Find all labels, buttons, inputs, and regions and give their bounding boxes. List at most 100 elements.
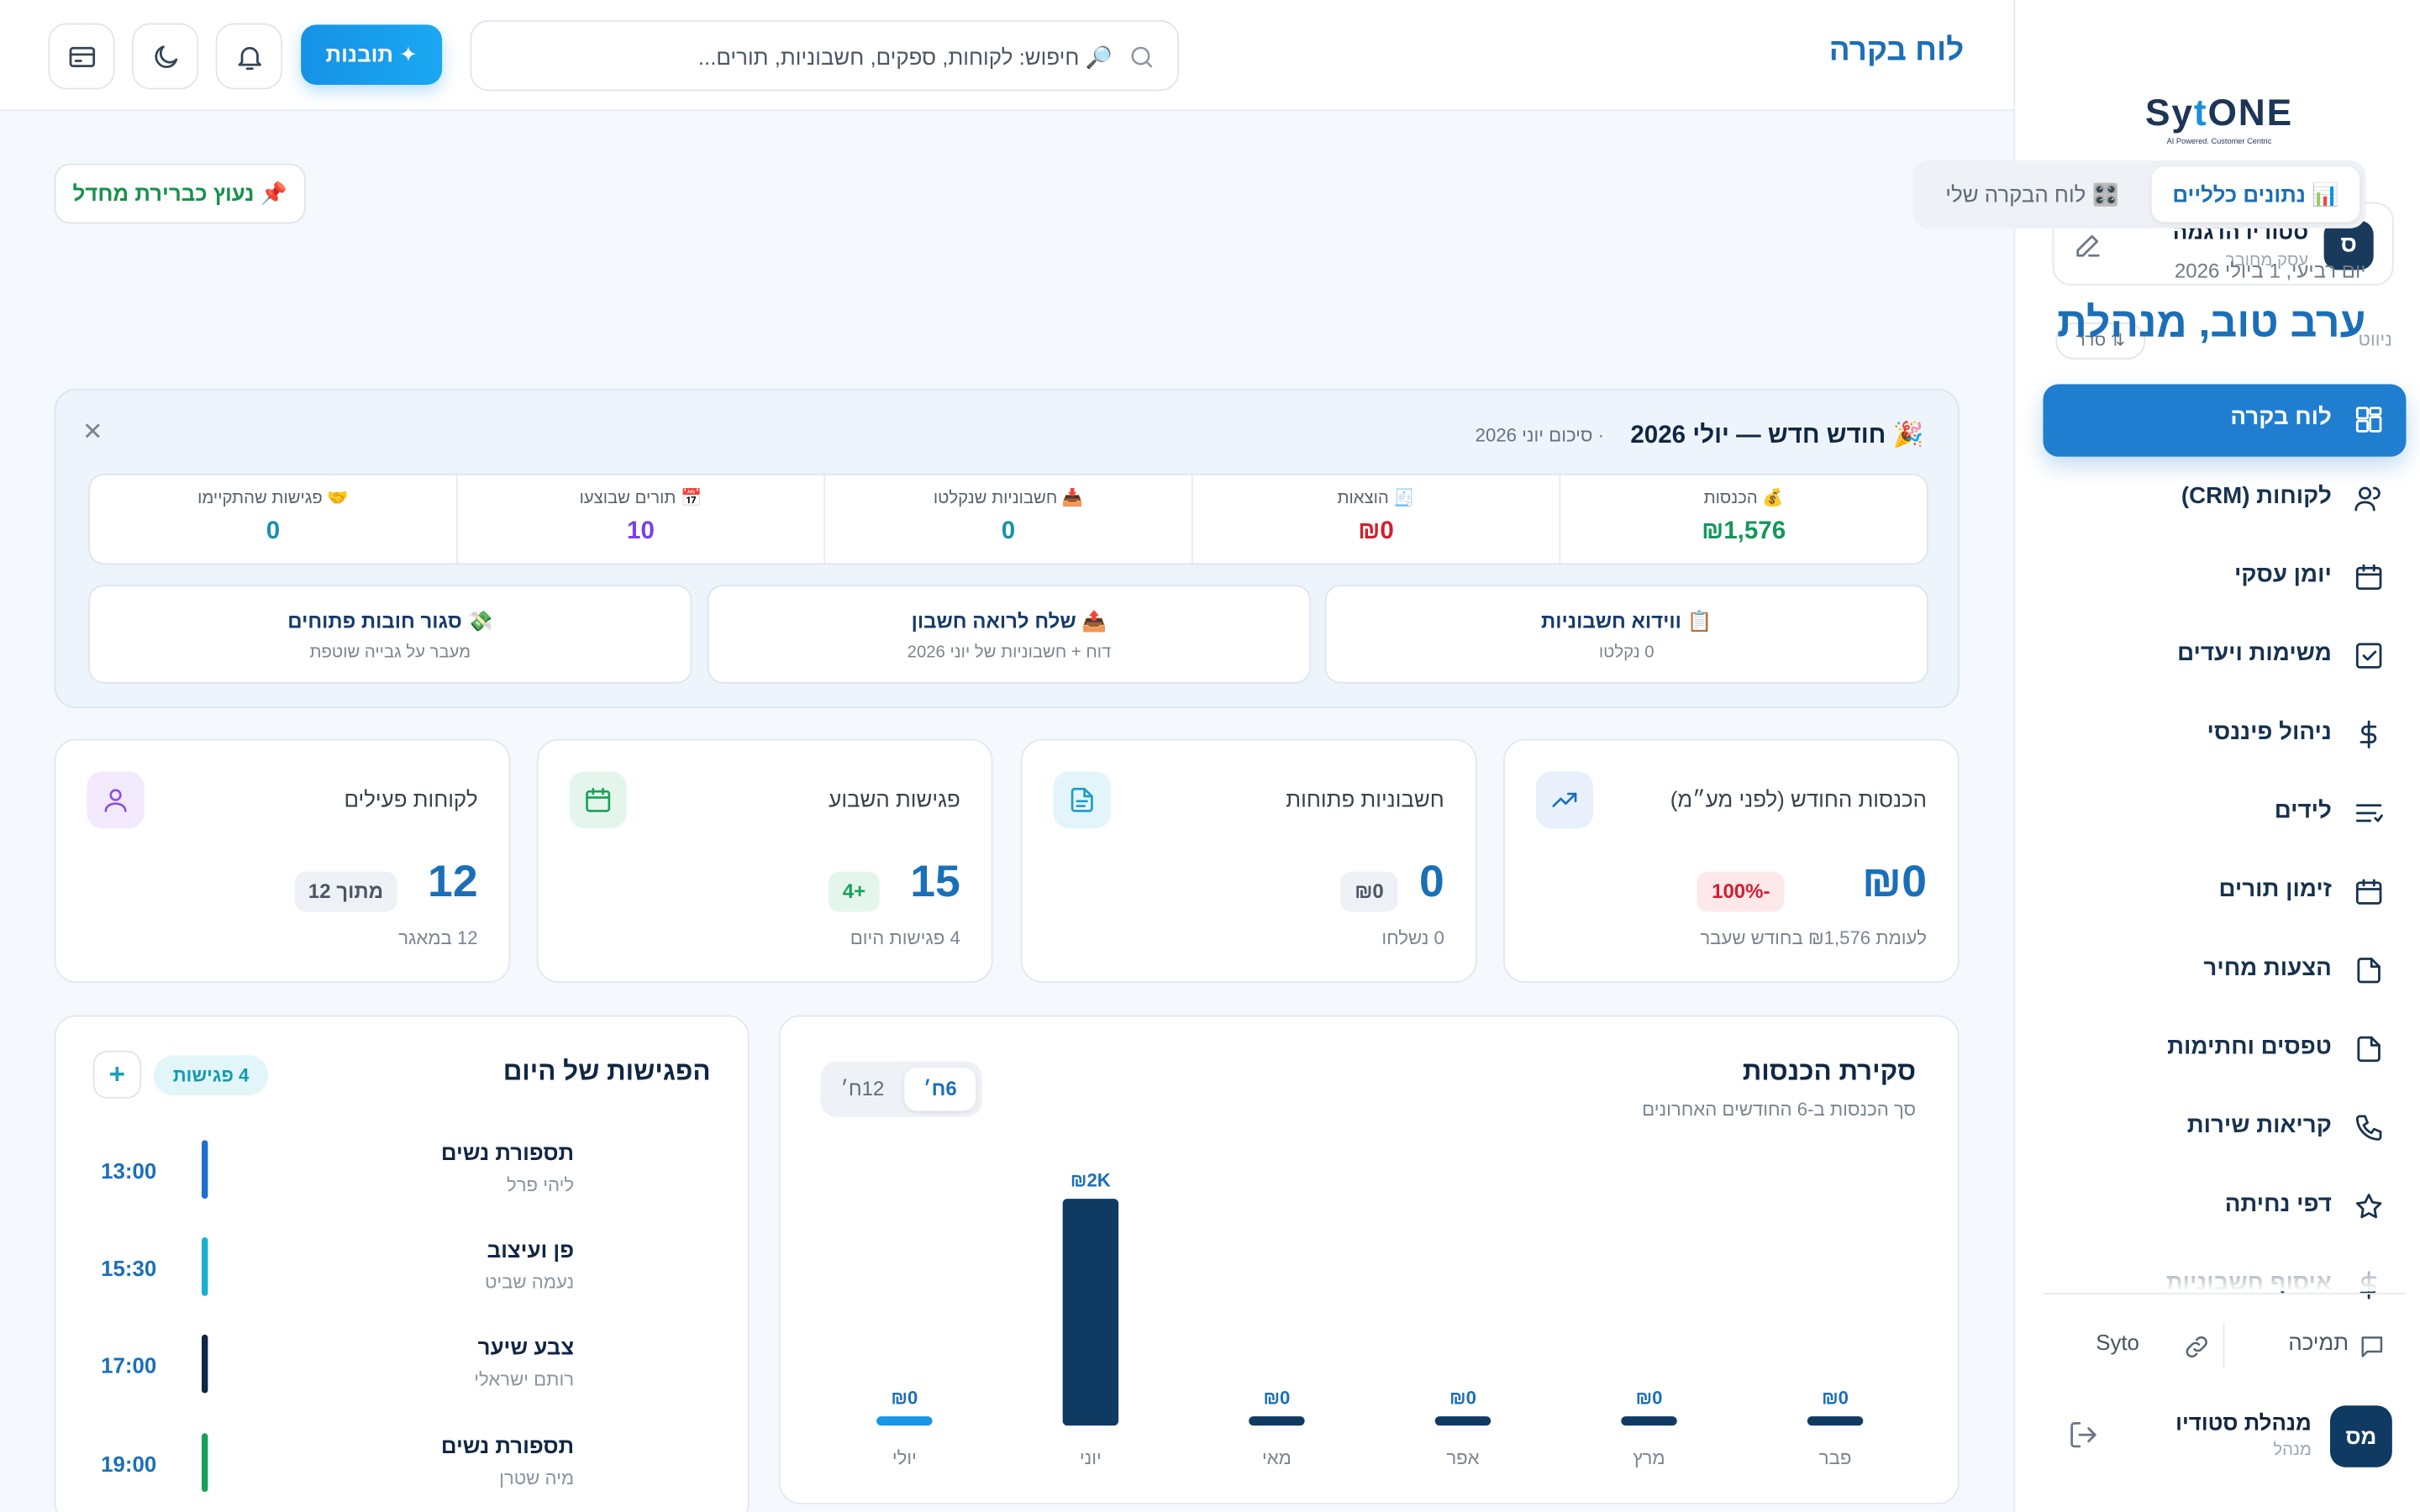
summary-subtitle: · סיכום יוני 2026: [1475, 424, 1604, 446]
chart-tick-label: מרץ: [1633, 1447, 1665, 1468]
moon-icon: [155, 45, 178, 68]
kpi-card-open-invoices[interactable]: חשבוניות פתוחות 0 ₪0 0 נשלחו: [1020, 738, 1477, 983]
logo-text-a: Sy: [2144, 92, 2194, 134]
kpi-value: 0: [1419, 858, 1444, 907]
kpi-icon-box: [1535, 771, 1594, 829]
current-date: יום רביעי, 1 ביולי 2026: [2174, 259, 2366, 283]
meeting-client: ליהי פרל: [506, 1173, 575, 1196]
close-debts-button[interactable]: 💸 סגור חובות פתוחים מעבר על גבייה שוטפת: [88, 585, 692, 684]
sidebar-item-forms[interactable]: טפסים וחתימות: [2043, 1014, 2406, 1086]
logout-icon[interactable]: [2068, 1420, 2099, 1451]
sidebar-item-label: טפסים וחתימות: [2167, 1033, 2332, 1060]
meeting-time: 13:00: [101, 1158, 157, 1184]
kpi-badge: ₪0: [1340, 871, 1398, 912]
period-toggle: 6ח׳ 12ח׳: [820, 1061, 982, 1117]
chat-icon[interactable]: [2358, 1333, 2386, 1361]
chart-tick-label: יולי: [892, 1447, 917, 1468]
kpi-footnote: 4 פגישות היום: [850, 927, 960, 949]
meeting-color-bar: [202, 1334, 208, 1394]
chart-tick-label: מאי: [1262, 1447, 1292, 1468]
edit-icon[interactable]: [2073, 230, 2104, 261]
chart-bar[interactable]: [1807, 1416, 1864, 1426]
kpi-footnote: 0 נשלחו: [1381, 927, 1444, 949]
avatar[interactable]: מס: [2329, 1405, 2392, 1467]
summary-title: 🎉 חודש חדש — יולי 2026: [1630, 423, 1924, 449]
billing-button[interactable]: [48, 23, 115, 90]
tab-overview[interactable]: 📊 נתונים כלליים: [2151, 166, 2360, 223]
dark-mode-button[interactable]: [131, 23, 199, 90]
meeting-item[interactable]: 17:00 צבע שיער רותם ישראלי: [90, 1331, 710, 1409]
logo: SytONE AI Powered. Customer Centric: [2015, 92, 2420, 146]
search-input[interactable]: [523, 37, 1113, 77]
meeting-service: צבע שיער: [477, 1334, 575, 1360]
chart-bar[interactable]: [1434, 1416, 1491, 1426]
meeting-item[interactable]: 15:30 פן ועיצוב נעמה שביט: [90, 1234, 710, 1311]
kpi-card-weekly-meetings[interactable]: פגישות השבוע 15 +4 4 פגישות היום: [536, 738, 993, 983]
toggle-6-months[interactable]: 6ח׳: [904, 1067, 976, 1111]
kpi-card-active-clients[interactable]: לקוחות פעילים 12 מתוך 12 12 במאגר: [54, 738, 511, 983]
sidebar-item-appointments[interactable]: זימון תורים: [2043, 856, 2406, 928]
kpi-icon-box: [569, 771, 627, 829]
syto-link[interactable]: Syto: [2096, 1330, 2139, 1355]
sidebar-item-label: קריאות שירות: [2186, 1112, 2332, 1139]
chart-data-label: ₪2K: [1071, 1169, 1111, 1190]
divider: [2043, 1293, 2407, 1294]
user-name: מנהלת סטודיו: [2175, 1410, 2312, 1436]
pin-default-button[interactable]: 📌 נעוץ כברירת מחדל: [54, 163, 306, 224]
kpi-title: פגישות השבוע: [829, 786, 960, 812]
sidebar-item-tasks[interactable]: משימות ויעדים: [2043, 620, 2406, 692]
summary-stat: 📅 תורים שבוצעו 10: [455, 475, 824, 564]
stat-label: 📥 חשבוניות שנקלטו: [933, 489, 1084, 508]
meeting-item[interactable]: 13:00 תספורת נשים ליהי פרל: [90, 1137, 710, 1215]
send-accountant-button[interactable]: 📤 שלח לרואה חשבון דוח + חשבוניות של יוני…: [707, 585, 1312, 684]
todays-meetings-card: הפגישות של היום 4 פגישות + 13:00 תספורת …: [54, 1015, 750, 1512]
meeting-service: תספורת נשים: [440, 1433, 575, 1458]
sidebar-item-service-calls[interactable]: קריאות שירות: [2043, 1092, 2406, 1164]
kpi-card-revenue[interactable]: הכנסות החודש (לפני מע״מ) ₪0 -100% לעומת …: [1502, 738, 1960, 983]
chart-data-label: ₪0: [891, 1387, 918, 1408]
close-icon[interactable]: ✕: [82, 419, 103, 446]
sidebar-item-quotes[interactable]: הצעות מחיר: [2043, 935, 2406, 1007]
top-header: לוח בקרה ✦ תובנות: [0, 0, 2014, 112]
stat-label: 🤝 פגישות שהתקיימו: [197, 489, 349, 508]
verify-invoices-button[interactable]: 📋 ווידוא חשבוניות 0 נקלטו: [1324, 585, 1928, 684]
chart-bar[interactable]: [876, 1416, 933, 1426]
action-subtitle: 0 נקלטו: [1598, 643, 1655, 662]
sidebar-item-business-calendar[interactable]: יומן עסקי: [2043, 542, 2406, 614]
dollar-icon: [2360, 720, 2377, 748]
sidebar-item-dashboard[interactable]: לוח בקרה: [2043, 384, 2407, 457]
calendar-icon: [2355, 879, 2382, 905]
sort-button[interactable]: ⇅ סדר: [2055, 322, 2146, 360]
chart-bar[interactable]: [1249, 1416, 1305, 1426]
meeting-item[interactable]: 19:00 תספורת נשים מיה שטרן: [90, 1431, 710, 1508]
link-icon[interactable]: [2183, 1333, 2211, 1361]
toggle-12-months[interactable]: 12ח׳: [840, 1077, 885, 1100]
chart-tick-label: יוני: [1080, 1447, 1102, 1468]
checkbox-icon: [2355, 643, 2382, 669]
action-title: 📤 שלח לרואה חשבון: [911, 609, 1107, 633]
meeting-color-bar: [202, 1140, 208, 1200]
sidebar-item-label: לידים: [2274, 797, 2332, 824]
chart-bar[interactable]: [1062, 1199, 1119, 1426]
add-meeting-button[interactable]: +: [92, 1050, 142, 1099]
insights-button[interactable]: ✦ תובנות: [301, 24, 443, 86]
sidebar-item-leads[interactable]: לידים: [2043, 778, 2406, 850]
search-box[interactable]: [470, 19, 1180, 92]
search-icon: [1131, 46, 1153, 68]
summary-stat: 💰 הכנסות ₪1,576: [1559, 475, 1927, 564]
page-title: לוח בקרה: [1828, 34, 1965, 68]
sidebar-item-crm[interactable]: לקוחות (CRM): [2043, 463, 2406, 535]
list-icon: [2355, 804, 2383, 822]
sidebar-item-landing-pages[interactable]: דפי נחיתה: [2043, 1171, 2406, 1243]
notifications-button[interactable]: [215, 23, 283, 90]
chart-data-label: ₪0: [1636, 1387, 1663, 1408]
support-link[interactable]: תמיכה: [2288, 1330, 2349, 1355]
stat-value: 0: [266, 518, 281, 545]
stat-label: 💰 הכנסות: [1703, 489, 1784, 508]
tab-my-dashboard[interactable]: 🎛️ לוח הבקרה שלי: [1945, 181, 2119, 207]
sidebar-item-finance[interactable]: ניהול פיננסי: [2043, 699, 2406, 771]
meetings-title: הפגישות של היום: [502, 1057, 711, 1087]
chart-bar[interactable]: [1621, 1416, 1677, 1426]
stat-value: 0: [1001, 518, 1016, 545]
